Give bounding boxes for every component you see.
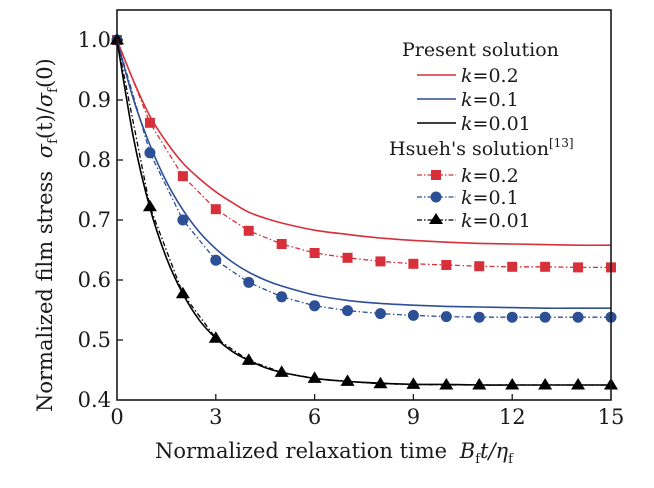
svg-text:k=0.2: k=0.2 <box>461 65 519 87</box>
data-point-square <box>144 117 155 128</box>
legend-k-value: 0.1 <box>488 187 518 209</box>
data-point-square <box>573 262 584 273</box>
svg-text:k=0.01: k=0.01 <box>461 210 531 232</box>
data-point-square <box>375 256 386 267</box>
y-tick-label: 0.5 <box>78 328 111 352</box>
y-tick-label: 0.4 <box>78 388 111 412</box>
y-axis-label: Normalized film stress σf(t)/σf(0) <box>33 58 61 412</box>
legend-marker-square <box>431 170 441 180</box>
legend-k-symbol: k <box>461 113 473 135</box>
svg-text:k=0.1: k=0.1 <box>461 89 519 111</box>
series-layer <box>110 33 618 390</box>
data-point-square <box>177 171 188 182</box>
data-point-square <box>342 252 353 263</box>
data-point-circle <box>539 311 551 323</box>
x-tick-label: 3 <box>209 405 222 429</box>
legend-reference: [13] <box>549 136 574 150</box>
data-point-triangle <box>340 374 355 386</box>
legend-k-symbol: k <box>461 187 473 209</box>
legend-k-value: 0.1 <box>488 89 518 111</box>
svg-text:k=0.1: k=0.1 <box>461 187 519 209</box>
data-point-square <box>540 261 551 272</box>
data-point-circle <box>506 311 518 323</box>
data-point-circle <box>243 276 255 288</box>
legend: Present solution k=0.2 k=0.1 k=0.01 Hsue… <box>389 39 574 232</box>
legend-item-hsueh-k01: k=0.1 <box>417 187 519 209</box>
svg-text:k=0.2: k=0.2 <box>461 165 519 187</box>
data-point-circle <box>210 254 222 266</box>
svg-text:k=0.01: k=0.01 <box>461 113 531 135</box>
legend-k-symbol: k <box>461 65 473 87</box>
data-point-square <box>210 204 221 215</box>
legend-marker-circle <box>430 191 442 203</box>
y-tick-label: 0.6 <box>78 268 111 292</box>
legend-k-value: 0.01 <box>488 210 530 232</box>
legend-item-present-k02: k=0.2 <box>417 65 519 87</box>
legend-marker-triangle <box>429 213 443 224</box>
data-point-circle <box>342 305 354 317</box>
data-point-triangle <box>208 331 223 343</box>
y-tick-label: 0.7 <box>78 208 111 232</box>
data-point-square <box>408 258 419 269</box>
data-point-square <box>276 239 287 249</box>
plot-frame <box>116 9 612 401</box>
legend-k-symbol: k <box>461 210 473 232</box>
legend-item-hsueh-k02: k=0.2 <box>417 165 519 187</box>
x-axis-label: Normalized relaxation time Bft/ηf <box>155 439 514 467</box>
data-point-triangle <box>571 378 586 390</box>
data-point-triangle <box>505 378 520 390</box>
legend-k-symbol: k <box>461 89 473 111</box>
legend-group-present-title: Present solution <box>402 39 559 61</box>
series-line-present-k02 <box>116 39 612 247</box>
data-point-circle <box>309 300 321 312</box>
data-point-circle <box>440 311 452 323</box>
series-line-present-k01 <box>116 39 611 310</box>
data-point-circle <box>374 308 386 320</box>
legend-group-hsueh-title: Hsueh's solution[13] <box>389 136 574 160</box>
data-point-circle <box>473 311 485 323</box>
data-point-square <box>309 248 320 258</box>
data-point-circle <box>407 309 419 321</box>
data-point-circle <box>572 311 584 323</box>
ticks-layer: 0 3 6 9 12 15 0.4 0.5 0.6 0.7 0.8 0.9 1.0 <box>78 28 625 429</box>
data-point-triangle <box>538 378 553 390</box>
legend-k-symbol: k <box>461 165 473 187</box>
legend-k-value: 0.2 <box>488 165 518 187</box>
x-tick-label: 6 <box>308 405 321 429</box>
legend-item-present-k001: k=0.01 <box>417 113 531 135</box>
data-point-circle <box>177 214 189 226</box>
x-tick-label: 15 <box>598 405 625 429</box>
y-tick-label: 0.8 <box>78 148 111 172</box>
legend-k-value: 0.01 <box>488 113 530 135</box>
y-tick-label: 1.0 <box>78 28 111 52</box>
data-point-triangle <box>307 371 322 383</box>
data-point-square <box>243 225 254 236</box>
legend-k-value: 0.2 <box>488 65 518 87</box>
x-tick-label: 12 <box>499 405 526 429</box>
series-line-hsueh-k02 <box>116 39 611 269</box>
y-tick-label: 0.9 <box>78 88 111 112</box>
data-point-square <box>507 261 518 272</box>
data-point-triangle <box>472 378 487 390</box>
data-point-square <box>474 261 485 272</box>
legend-item-hsueh-k001: k=0.01 <box>417 210 531 232</box>
series-line-present-k001 <box>116 39 611 386</box>
series-line-hsueh-k01 <box>116 39 611 318</box>
legend-item-present-k01: k=0.1 <box>417 89 519 111</box>
series-line-hsueh-k001 <box>116 39 611 386</box>
data-point-triangle <box>274 365 289 377</box>
data-point-square <box>441 260 452 270</box>
x-tick-label: 0 <box>110 405 123 429</box>
x-tick-label: 9 <box>407 405 420 429</box>
data-point-circle <box>276 291 288 303</box>
data-point-triangle <box>406 377 421 389</box>
